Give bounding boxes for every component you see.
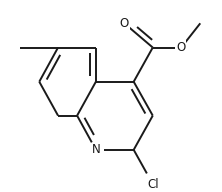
- Text: O: O: [176, 41, 186, 54]
- Text: Cl: Cl: [147, 178, 159, 190]
- Text: O: O: [120, 17, 129, 30]
- Text: N: N: [91, 143, 100, 156]
